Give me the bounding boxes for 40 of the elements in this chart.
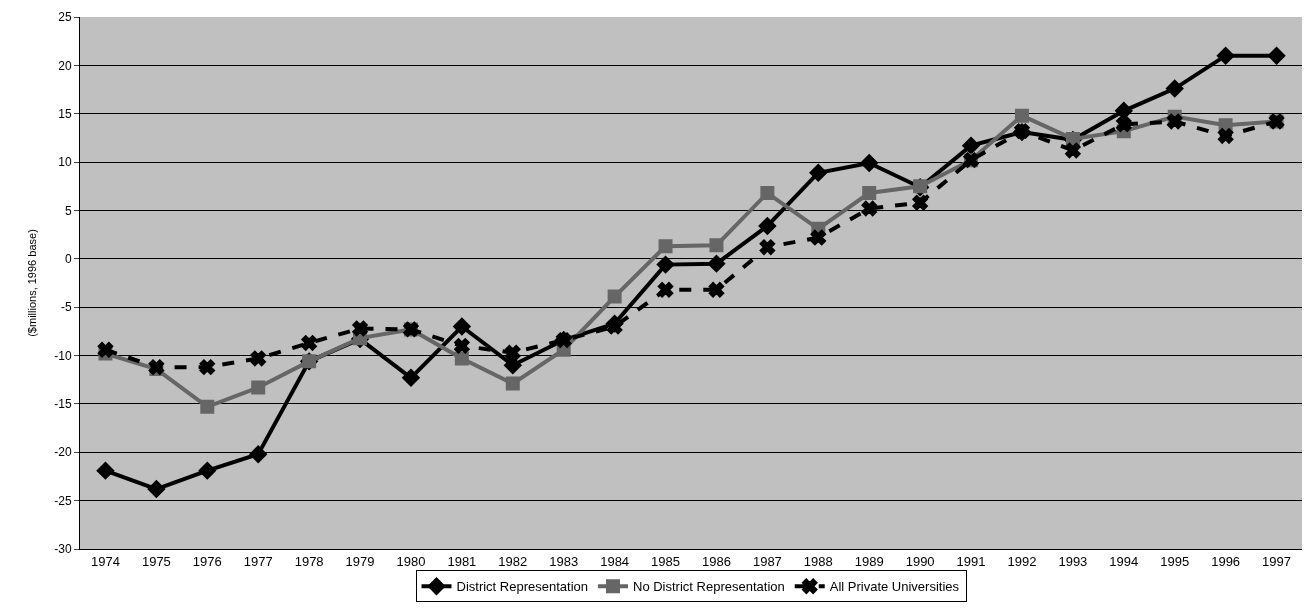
y-tick-label: 15	[58, 106, 72, 121]
y-tick-label: -20	[54, 445, 72, 460]
x-tick-label: 1978	[294, 553, 324, 569]
legend-label: No District Representation	[633, 579, 785, 595]
x-tick-label: 1993	[1058, 553, 1088, 569]
x-tick-label: 1982	[498, 553, 528, 569]
y-axis-title: ($millions, 1996 base)	[25, 229, 38, 337]
x-tick-label: 1986	[702, 553, 731, 569]
x-tick-label: 1983	[549, 553, 579, 569]
x-tick-label: 1985	[651, 553, 680, 569]
x-tick-label: 1976	[192, 553, 222, 569]
x-tick-label: 1990	[905, 553, 935, 569]
x-tick-label: 1989	[854, 553, 884, 569]
y-tick-label: -30	[54, 542, 72, 557]
x-tick-label: 1996	[1211, 553, 1241, 569]
x-tick-label: 1974	[91, 553, 120, 569]
y-tick-label: 25	[58, 10, 72, 25]
y-tick-label: -5	[60, 300, 72, 315]
x-tick-label: 1987	[752, 553, 782, 569]
y-tick-label: 0	[64, 252, 72, 267]
x-tick-label: 1981	[447, 553, 477, 569]
y-tick-label: -25	[54, 493, 72, 508]
x-tick-label: 1992	[1007, 553, 1037, 569]
x-tick-label: 1975	[141, 553, 171, 569]
y-tick-label: -10	[54, 348, 72, 363]
legend-label: All Private Universities	[829, 579, 960, 595]
y-tick-label: 5	[64, 203, 72, 218]
x-tick-label: 1994	[1109, 553, 1139, 569]
y-tick-label: 10	[58, 155, 72, 170]
x-tick-label: 1980	[396, 553, 426, 569]
y-tick-label: -15	[54, 397, 72, 412]
x-tick-label: 1995	[1160, 553, 1190, 569]
x-tick-label: 1991	[956, 553, 986, 569]
x-tick-label: 1984	[600, 553, 630, 569]
x-tick-label: 1988	[803, 553, 833, 569]
x-tick-label: 1977	[243, 553, 273, 569]
y-tick-label: 20	[58, 58, 72, 73]
x-tick-label: 1997	[1262, 553, 1291, 569]
x-tick-label: 1979	[345, 553, 375, 569]
legend-label: District Representation	[456, 579, 588, 595]
